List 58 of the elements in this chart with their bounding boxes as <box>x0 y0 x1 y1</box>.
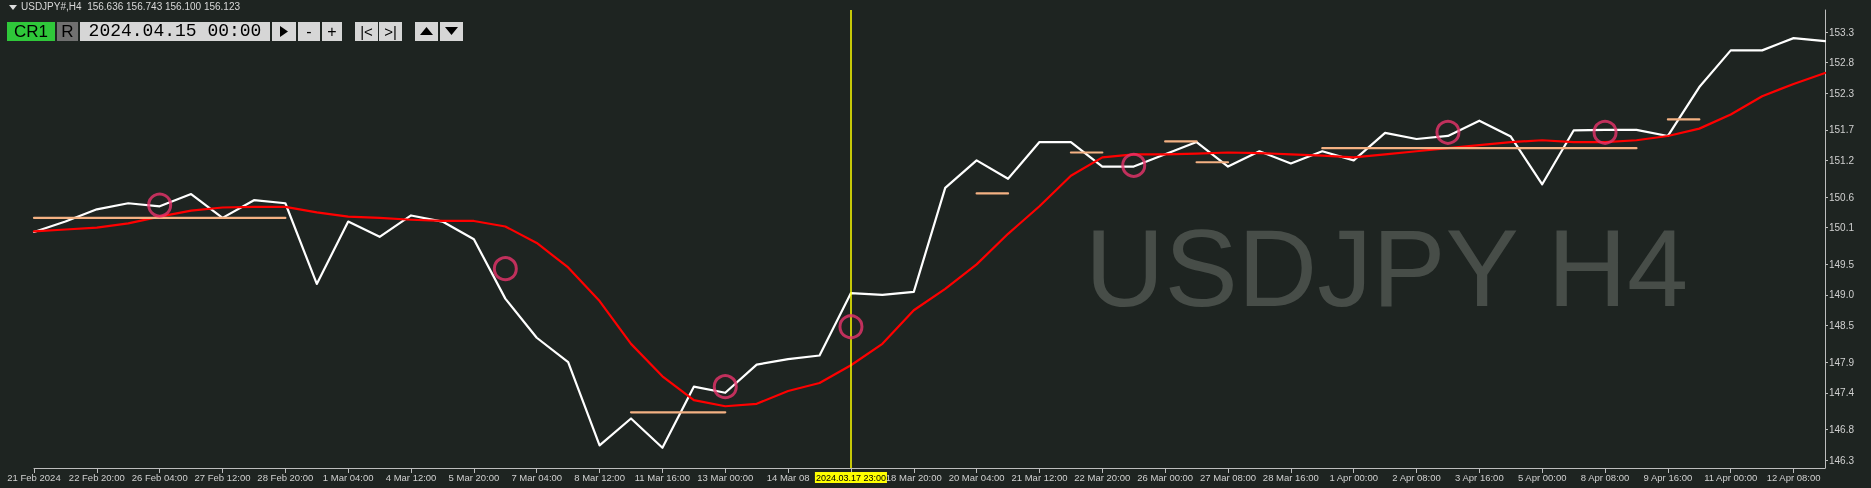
y-tick-label: 150.1 <box>1829 222 1855 234</box>
x-tick-label: 11 Mar 16:00 <box>634 471 691 483</box>
point <box>1435 119 1461 145</box>
y-tick-label: 149.5 <box>1829 258 1855 270</box>
y-tick-label: 146.8 <box>1829 423 1855 435</box>
annotation: + <box>322 22 342 41</box>
annotation: R <box>57 22 78 41</box>
x-tick-label: 21 Mar 12:00 <box>1011 471 1068 483</box>
x-tick-label: 5 Apr 00:00 <box>1517 471 1567 483</box>
point <box>147 192 173 218</box>
x-tick-label: 22 Mar 20:00 <box>1074 471 1131 483</box>
x-tick-label: 1 Mar 04:00 <box>322 471 374 483</box>
x-tick-label: 2 Apr 08:00 <box>1392 471 1441 483</box>
point <box>492 256 518 282</box>
y-tick-label: 152.8 <box>1829 57 1855 69</box>
x-tick-label: 4 Mar 12:00 <box>385 471 437 483</box>
y-tick-label: 151.2 <box>1829 154 1855 166</box>
x-tick-label: 13 Mar 00:00 <box>697 471 754 483</box>
x-tick-label: 5 Mar 20:00 <box>448 471 500 483</box>
y-tick-label: 153.3 <box>1829 26 1855 38</box>
x-tick-label: 20 Mar 04:00 <box>948 471 1005 483</box>
y-tick-label: 150.6 <box>1829 191 1855 203</box>
x-tick-label: 2024.03.17 23:00 <box>815 472 886 483</box>
chart-title: USDJPY#,H4 156.636 156.743 156.100 156.123 <box>21 1 241 12</box>
x-tick-label: 7 Mar 04:00 <box>511 471 563 483</box>
x-tick-label: 12 Apr 08:00 <box>1766 471 1821 483</box>
x-tick-label: 27 Feb 12:00 <box>194 471 251 483</box>
annotation: >| <box>379 22 402 41</box>
x-tick-label: 9 Apr 16:00 <box>1643 471 1693 483</box>
x-tick-label: 26 Feb 04:00 <box>131 471 188 483</box>
x-tick-label: 28 Mar 16:00 <box>1262 471 1319 483</box>
annotation: - <box>298 22 320 41</box>
point <box>712 374 738 400</box>
y-tick-label: 148.5 <box>1829 320 1855 332</box>
x-tick-label: 14 Mar 08 <box>766 471 810 483</box>
annotation: 2024.04.15 00:00 <box>80 21 270 41</box>
x-tick-label: 8 Apr 08:00 <box>1580 471 1630 483</box>
x-tick-label: 1 Apr 00:00 <box>1329 471 1378 483</box>
x-tick-label: 11 Apr 00:00 <box>1704 471 1758 483</box>
x-tick-label: 22 Feb 20:00 <box>68 471 125 483</box>
y-tick-label: 146.3 <box>1829 454 1855 466</box>
point <box>838 314 864 340</box>
point <box>1592 119 1618 145</box>
y-tick-label: 152.3 <box>1829 87 1855 99</box>
x-tick-label: 8 Mar 12:00 <box>574 471 625 483</box>
annotation: |< <box>355 22 378 41</box>
x-tick-label: 27 Mar 08:00 <box>1200 471 1256 483</box>
x-tick-label: 3 Apr 16:00 <box>1455 471 1504 483</box>
y-tick-label: 147.9 <box>1829 356 1855 368</box>
x-tick-label: 26 Mar 00:00 <box>1137 471 1194 483</box>
point <box>1121 152 1147 178</box>
line-series <box>32 71 1827 408</box>
annotation: CR1 <box>7 22 55 41</box>
y-tick-label: 151.7 <box>1829 124 1855 136</box>
x-tick-label: 28 Feb 20:00 <box>257 471 314 483</box>
y-tick-label: 147.4 <box>1829 387 1855 399</box>
y-tick-label: 149.0 <box>1829 289 1855 301</box>
x-tick-label: 21 Feb 2024 <box>7 471 61 483</box>
